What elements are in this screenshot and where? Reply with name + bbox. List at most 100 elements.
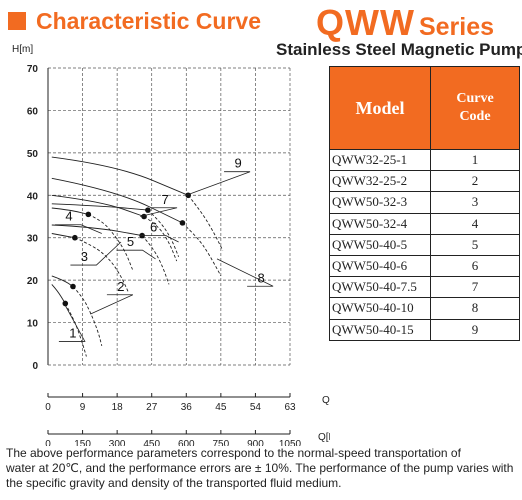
- section-title: Characteristic Curve: [36, 8, 261, 34]
- curve-6: 6: [51, 203, 180, 257]
- chart-grid: [48, 67, 291, 365]
- x-tick-label: 9: [80, 402, 86, 413]
- x-tick-label-secondary: 750: [213, 439, 230, 446]
- chart-curves: 1 2 3 4 5 67 8 9: [51, 156, 274, 357]
- y-axis-label: H[m]: [12, 44, 33, 55]
- x-tick-label: 63: [284, 402, 296, 413]
- curve-4: 4: [51, 207, 133, 270]
- x-axis-label: Q[m³/h]: [322, 395, 330, 406]
- curve-7-marker: [141, 213, 147, 220]
- model-cell: QWW32-25-1: [329, 148, 431, 172]
- y-tick-label: 60: [27, 106, 39, 117]
- curve-3-marker: [72, 234, 78, 241]
- curve-1-leader: [58, 305, 86, 342]
- table-row: QWW50-40-5 5: [329, 233, 520, 256]
- curve-1-label: 1: [69, 325, 76, 340]
- curve-9-marker: [185, 192, 192, 199]
- curve-7-leader: [140, 207, 178, 217]
- y-tick-label: 0: [32, 361, 38, 372]
- curve-code-cell: 4: [430, 212, 520, 235]
- table-row: QWW50-40-7.5 7: [329, 276, 520, 299]
- x-tick-label: 45: [215, 402, 227, 413]
- series-name: QWW: [316, 2, 415, 43]
- table-row: QWW50-32-3 3: [329, 191, 520, 214]
- model-cell: QWW32-25-2: [329, 170, 431, 193]
- x-tick-label-secondary: 600: [178, 439, 195, 446]
- curve-5-dashed-line: [141, 235, 170, 285]
- curve-code-cell: 2: [430, 170, 520, 193]
- product-subtitle: Stainless Steel Magnetic Pump: [276, 40, 522, 59]
- x-tick-label: 54: [250, 402, 262, 413]
- curve-1-line: [51, 284, 66, 304]
- curve-9-label: 9: [234, 156, 241, 171]
- curve-8: 8: [51, 177, 274, 287]
- model-cell: QWW50-40-7.5: [329, 276, 431, 299]
- curve-4-line: [51, 207, 89, 215]
- curve-7-line: [51, 194, 145, 217]
- curve-1-marker: [62, 300, 69, 307]
- curve-5-line: [51, 224, 143, 237]
- x-tick-label: 0: [45, 402, 51, 413]
- x-tick-label: 18: [112, 402, 124, 413]
- curve-5-leader: [116, 249, 156, 260]
- model-cell: QWW50-40-15: [329, 318, 431, 341]
- x-tick-label-secondary: 900: [247, 439, 264, 446]
- curve-7-dashed-line: [143, 216, 178, 262]
- x-tick-label-secondary: 450: [143, 439, 160, 446]
- x-tick-label: 27: [146, 402, 158, 413]
- curve-3-leader: [70, 241, 122, 266]
- x-tick-label-secondary: 1050: [279, 439, 302, 446]
- curve-1: 1: [51, 284, 87, 357]
- footnote-line: the specific gravity and density of the …: [6, 476, 342, 490]
- table-row: QWW32-25-2 2: [329, 170, 520, 193]
- x-axis-secondary-label: Q[L/min]: [318, 432, 330, 443]
- curve-3-label: 3: [81, 249, 88, 264]
- curve-6-marker: [145, 207, 151, 213]
- curve-3-line: [51, 233, 75, 239]
- curve-code-header-line2: Code: [459, 109, 491, 124]
- y-tick-label: 40: [27, 191, 39, 202]
- model-curve-table: Model Curve Code QWW32-25-1 1 QWW32-25-2 2 Q…: [329, 66, 520, 341]
- model-cell: QWW50-40-6: [329, 254, 431, 278]
- curve-code-header-line1: Curve: [456, 91, 494, 106]
- model-column-header: Model: [329, 66, 431, 150]
- curve-5-label: 5: [127, 234, 134, 249]
- y-tick-label: 20: [27, 276, 39, 287]
- series-suffix: Series: [418, 13, 495, 41]
- curve-1-dashed-line: [64, 303, 87, 357]
- curve-6-dashed-line: [147, 209, 180, 257]
- series-title: QWW Series: [316, 2, 494, 44]
- curve-9: 9: [51, 156, 251, 251]
- curve-8-marker: [179, 220, 186, 226]
- curve-6-line: [51, 203, 148, 211]
- chart-axes: H[m] Q[m³/h] Q[L/min] 0 10 20 30 40 50 60 70 0 0 9…: [12, 44, 330, 446]
- model-cell: QWW50-32-3: [329, 191, 431, 214]
- x-tick-label-secondary: 150: [74, 439, 91, 446]
- curve-4-leader: [55, 224, 102, 234]
- footnote-line: The above performance parameters corresp…: [6, 446, 461, 460]
- curve-7: 7: [51, 192, 178, 262]
- model-cell: QWW50-40-10: [329, 297, 431, 320]
- curve-3-dashed-line: [74, 237, 130, 294]
- curve-6-label: 6: [150, 219, 157, 234]
- table-row: QWW50-32-4 4: [329, 212, 520, 235]
- curve-2-leader: [90, 294, 134, 315]
- curve-8-label: 8: [257, 270, 264, 285]
- table-row: QWW50-40-10 8: [329, 297, 520, 320]
- y-tick-label: 10: [27, 319, 39, 330]
- curve-2-marker: [70, 283, 76, 290]
- curve-code-column-header: Curve Code: [430, 66, 520, 150]
- table-row: QWW50-40-15 9: [329, 318, 520, 341]
- table-row: QWW50-40-6 6: [329, 254, 520, 278]
- footnote: The above performance parameters corresp…: [6, 446, 520, 491]
- curve-code-cell: 6: [430, 254, 520, 278]
- curve-2-line: [51, 275, 74, 287]
- curve-2-label: 2: [117, 279, 124, 294]
- footnote-line: water at 20℃, and the performance errors…: [6, 461, 514, 475]
- model-cell: QWW50-32-4: [329, 212, 431, 235]
- curve-4-marker: [85, 211, 92, 218]
- table-row: QWW32-25-1 1: [329, 148, 520, 172]
- y-tick-label: 70: [27, 64, 39, 75]
- x-tick-label-secondary: 300: [109, 439, 126, 446]
- curve-4-label: 4: [65, 209, 72, 224]
